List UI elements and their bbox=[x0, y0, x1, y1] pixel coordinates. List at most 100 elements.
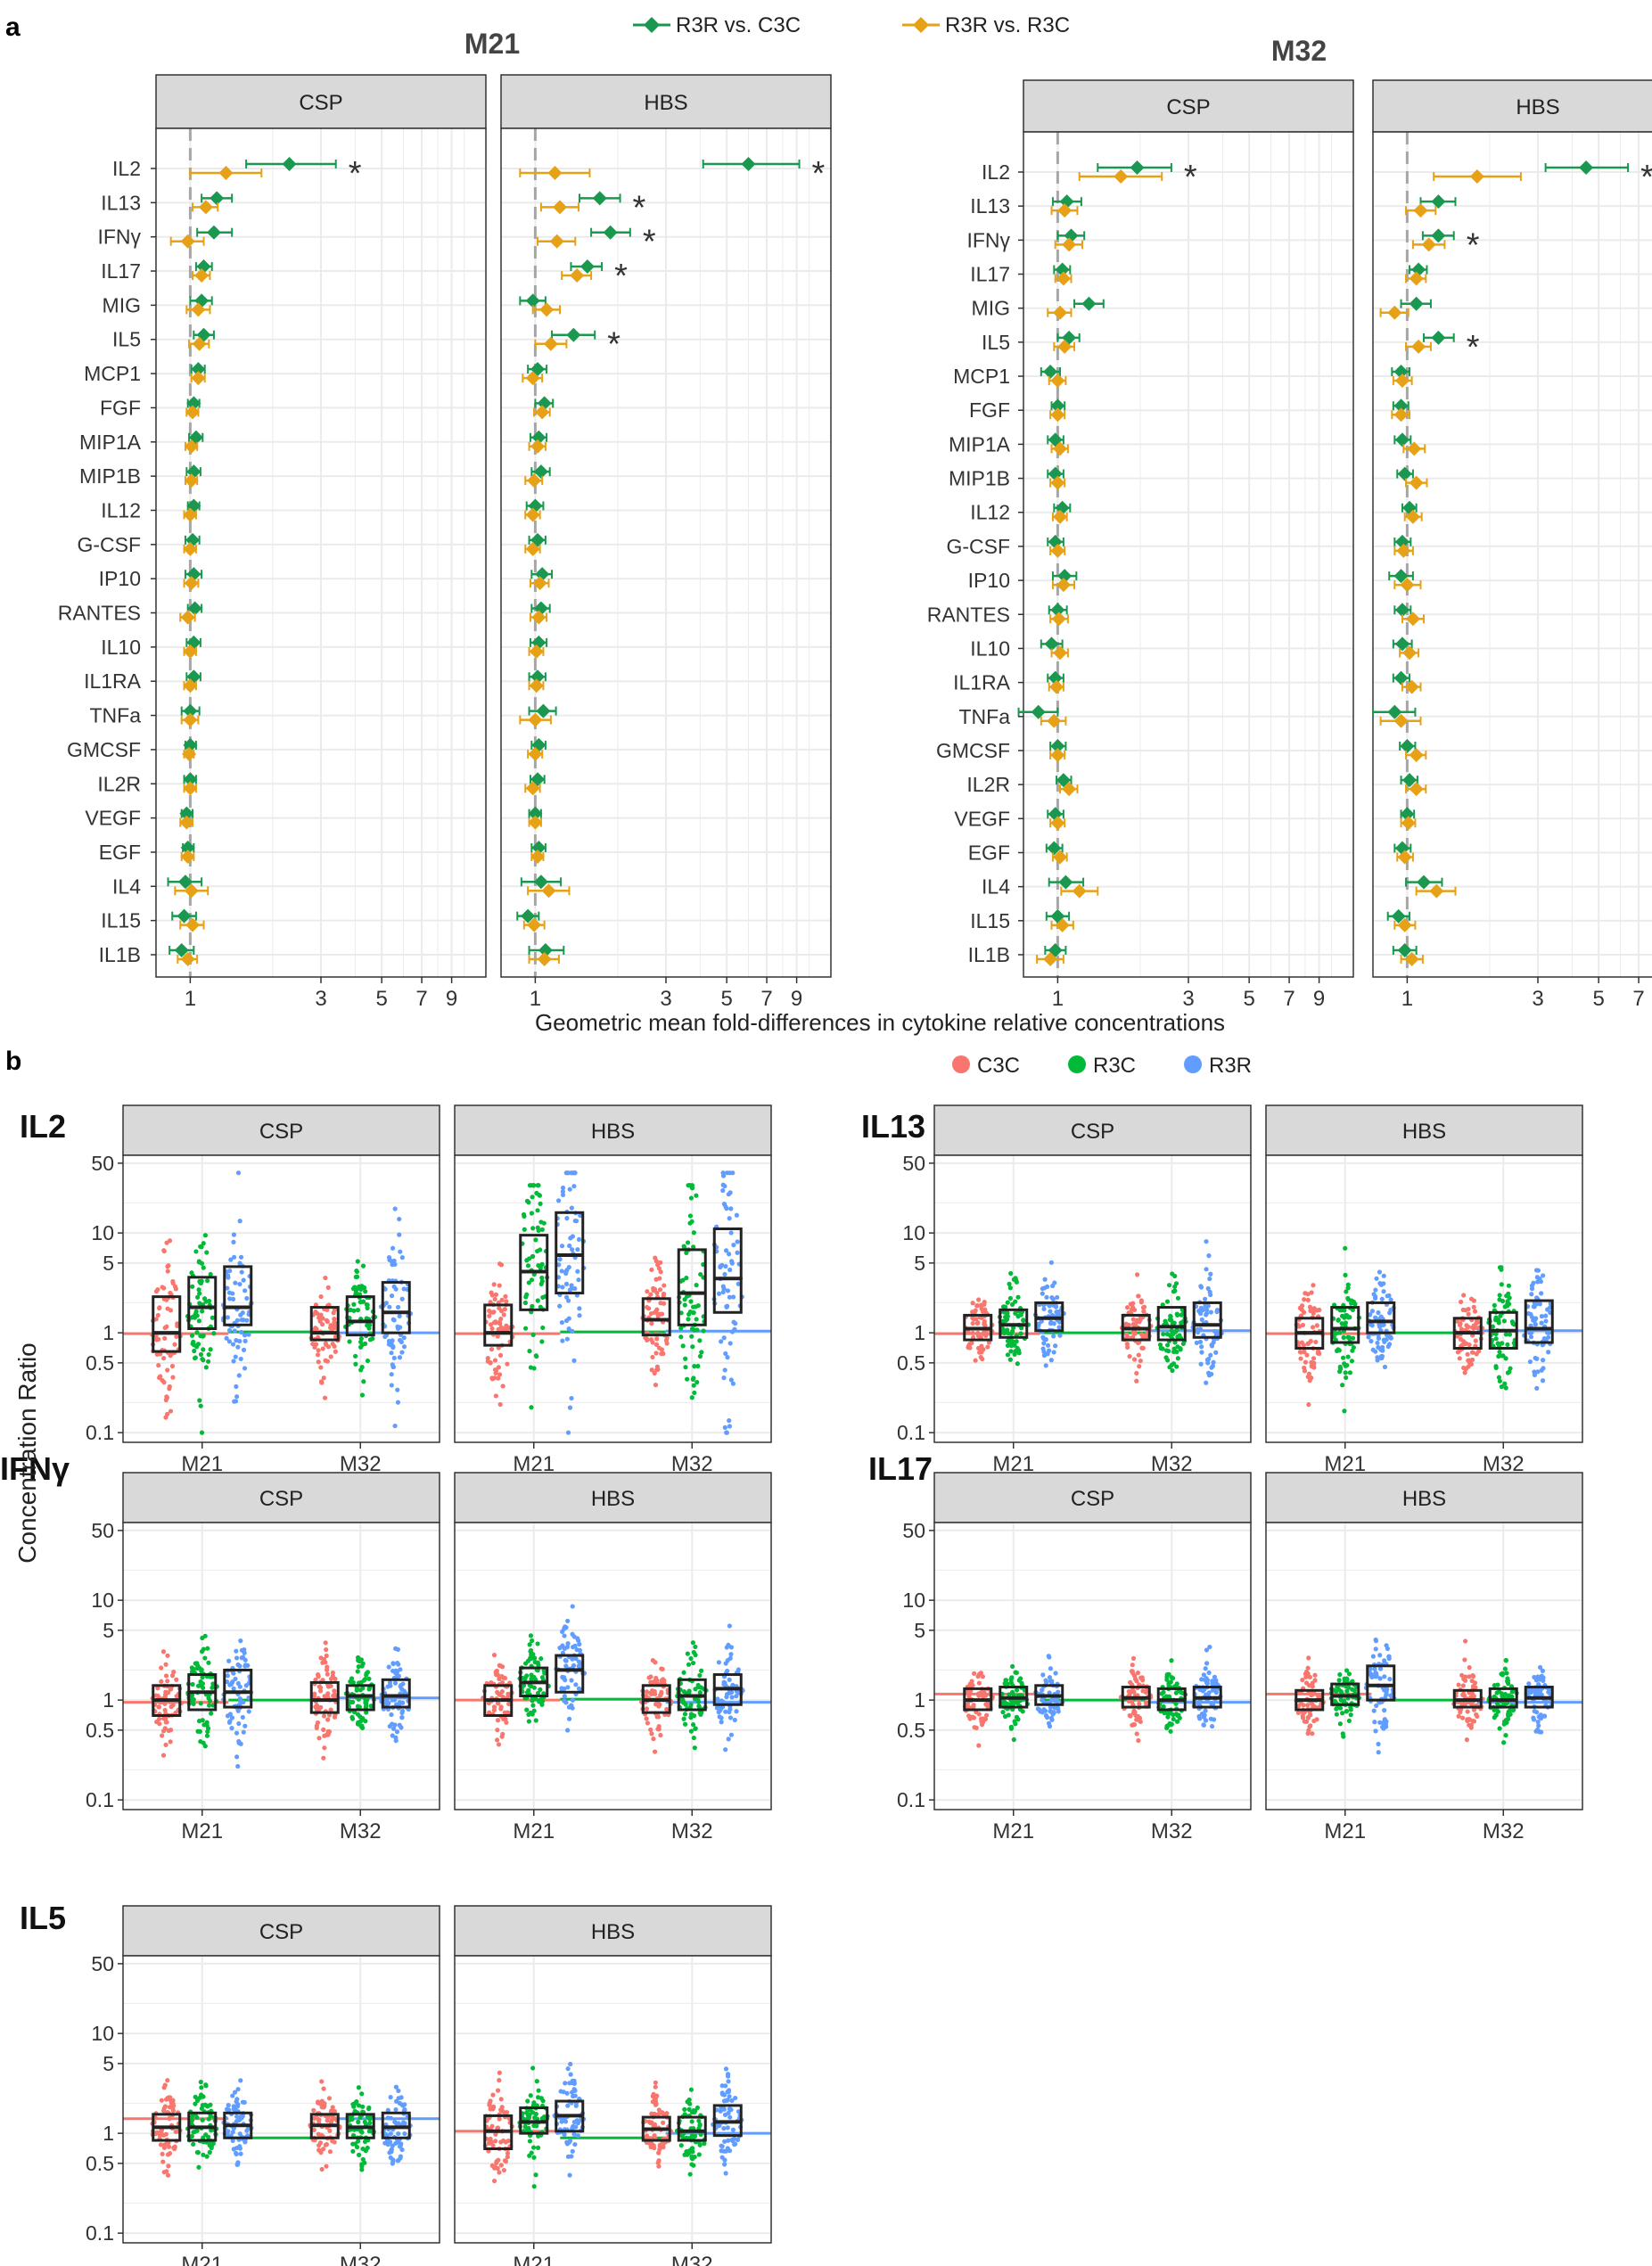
dot-R3C bbox=[1163, 1318, 1168, 1324]
dot-R3C bbox=[1008, 1724, 1014, 1729]
dot-R3R bbox=[1529, 1292, 1534, 1297]
point-R3R_vs_R3C bbox=[525, 371, 540, 386]
dot-C3C bbox=[1305, 1703, 1311, 1708]
dot-R3C bbox=[686, 1317, 691, 1322]
dot-C3C bbox=[660, 1677, 666, 1682]
dot-R3C bbox=[191, 1666, 196, 1672]
dot-R3C bbox=[1172, 1284, 1178, 1290]
dot-R3C bbox=[1174, 1327, 1179, 1333]
dot-C3C bbox=[160, 1753, 167, 1758]
dot-R3C bbox=[1493, 1336, 1499, 1342]
dot-C3C bbox=[1460, 1683, 1466, 1688]
y-tick-label: IL10 bbox=[970, 636, 1010, 660]
point-R3R_vs_R3C bbox=[191, 371, 206, 386]
x-axis-label-a: Geometric mean fold-differences in cytok… bbox=[535, 1009, 1225, 1036]
dot-R3C bbox=[1015, 1701, 1021, 1706]
dot-R3R bbox=[724, 1430, 729, 1435]
dot-R3C bbox=[1021, 1318, 1026, 1324]
dot-R3C bbox=[360, 1299, 366, 1304]
y-tick-label: 10 bbox=[91, 1589, 114, 1612]
dot-R3C bbox=[194, 2128, 200, 2133]
dot-R3R bbox=[715, 1699, 720, 1704]
dot-R3C bbox=[1177, 1333, 1182, 1338]
dot-C3C bbox=[648, 1292, 653, 1297]
dot-R3C bbox=[689, 1326, 695, 1332]
dot-C3C bbox=[318, 1704, 324, 1710]
dot-C3C bbox=[659, 1691, 664, 1696]
dot-R3R bbox=[1543, 1318, 1549, 1324]
point-R3R_vs_R3C bbox=[183, 712, 198, 727]
dot-R3C bbox=[685, 1376, 690, 1382]
dot-R3R bbox=[1382, 1708, 1387, 1713]
plot-border bbox=[122, 1154, 440, 1443]
dot-C3C bbox=[153, 1289, 160, 1294]
dot-R3C bbox=[1016, 1351, 1022, 1356]
x-tick-label: M21 bbox=[1324, 1819, 1366, 1843]
dot-R3C bbox=[1170, 1676, 1176, 1681]
point-R3R_vs_R3C bbox=[182, 746, 197, 761]
dot-R3C bbox=[524, 1673, 530, 1679]
dot-R3R bbox=[1051, 1334, 1056, 1339]
dot-R3R bbox=[1540, 1378, 1546, 1383]
point-R3R_vs_R3C bbox=[528, 746, 543, 761]
dot-C3C bbox=[650, 1340, 655, 1345]
box-R3R bbox=[555, 1211, 585, 1295]
dot-R3R bbox=[569, 1703, 574, 1708]
dot-R3R bbox=[1384, 1692, 1389, 1697]
dot-R3R bbox=[1373, 1287, 1378, 1293]
dot-R3R bbox=[237, 1281, 242, 1287]
dot-R3C bbox=[1347, 1370, 1352, 1375]
dot-C3C bbox=[168, 1408, 174, 1414]
dot-C3C bbox=[170, 1375, 176, 1380]
dot-R3R bbox=[725, 1658, 730, 1663]
y-tick-label: IL15 bbox=[970, 909, 1010, 932]
point-R3R_vs_C3C bbox=[579, 259, 595, 275]
point-R3R_vs_C3C bbox=[1050, 603, 1065, 618]
dot-R3C bbox=[1169, 1328, 1174, 1334]
y-tick-label: 50 bbox=[902, 1152, 925, 1175]
dot-R3R bbox=[1041, 1341, 1047, 1346]
point-R3R_vs_C3C bbox=[1057, 569, 1073, 584]
dot-R3C bbox=[1169, 1658, 1174, 1663]
dot-R3C bbox=[1179, 1312, 1184, 1318]
dot-R3C bbox=[1349, 1359, 1355, 1364]
point-R3R_vs_R3C bbox=[1394, 374, 1410, 389]
dot-C3C bbox=[1311, 1356, 1317, 1361]
dot-R3R bbox=[1047, 1348, 1052, 1353]
point-R3R_vs_R3C bbox=[180, 952, 195, 966]
y-tick-label: IL1RA bbox=[953, 671, 1011, 694]
dot-R3R bbox=[1539, 1313, 1544, 1319]
dot-R3R bbox=[1387, 1677, 1393, 1682]
point-R3R_vs_R3C bbox=[183, 644, 198, 659]
dot-C3C bbox=[325, 1671, 330, 1677]
dot-R3R bbox=[241, 1347, 247, 1352]
dot-C3C bbox=[1299, 1303, 1305, 1309]
point-R3R_vs_R3C bbox=[183, 507, 198, 522]
dot-R3R bbox=[1043, 1363, 1048, 1368]
dot-R3R bbox=[560, 1189, 565, 1195]
dot-R3C bbox=[355, 1704, 361, 1709]
dot-R3C bbox=[1506, 1291, 1511, 1296]
dot-C3C bbox=[985, 1344, 990, 1350]
dot-C3C bbox=[1128, 1679, 1133, 1685]
dot-C3C bbox=[498, 1316, 504, 1322]
point-R3R_vs_R3C bbox=[1397, 850, 1412, 865]
dot-C3C bbox=[332, 1317, 337, 1322]
dot-C3C bbox=[1138, 1298, 1144, 1303]
dot-R3R bbox=[395, 1324, 400, 1329]
dot-C3C bbox=[324, 1318, 330, 1323]
dot-R3C bbox=[204, 1250, 210, 1255]
dot-R3R bbox=[394, 1729, 400, 1735]
point-R3R_vs_C3C bbox=[1081, 296, 1097, 311]
y-tick-label: 0.1 bbox=[897, 1421, 925, 1444]
dot-R3R bbox=[1206, 1690, 1212, 1695]
dot-R3C bbox=[355, 1285, 360, 1291]
dot-R3C bbox=[1005, 1310, 1010, 1316]
dot-R3R bbox=[1196, 1309, 1202, 1314]
dot-R3C bbox=[1010, 1663, 1015, 1669]
dot-C3C bbox=[974, 1317, 979, 1322]
dot-C3C bbox=[1459, 1326, 1464, 1332]
point-R3R_vs_R3C bbox=[1050, 374, 1065, 389]
